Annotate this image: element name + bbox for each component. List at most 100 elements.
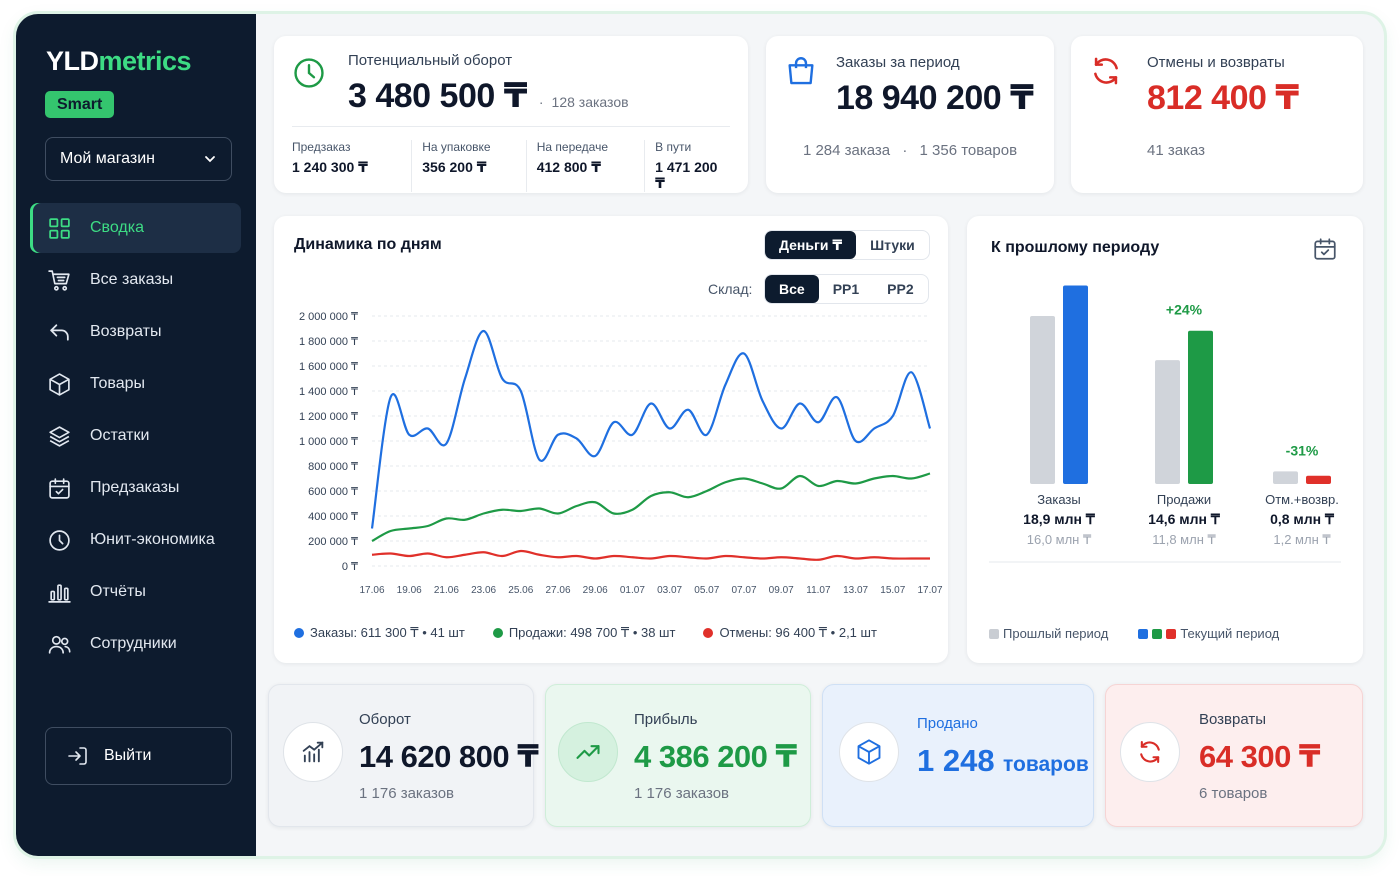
warehouse-pp2[interactable]: РР2 — [887, 281, 914, 297]
cancels-value: 812 400 ₸ — [1147, 79, 1299, 117]
stage-value: 356 200 ₸ — [422, 159, 487, 175]
stage-label: На упаковке — [422, 140, 491, 154]
sidebar-item-label: Товары — [90, 375, 146, 392]
turnover-card: Оборот 14 620 800 ₸ 1 176 заказов — [268, 684, 539, 827]
current-value-label: 18,9 млн ₸ — [1023, 511, 1096, 527]
bar-previous — [1273, 471, 1298, 484]
comparison-legend: Прошлый период Текущий период — [989, 626, 1279, 641]
current-value-label: 14,6 млн ₸ — [1148, 511, 1221, 527]
bar-current — [1306, 475, 1331, 484]
potential-turnover-card: Потенциальный оборот 3 480 500 ₸ · 128 з… — [274, 36, 748, 193]
toggle-units[interactable]: Штуки — [870, 237, 915, 253]
logout-label: Выйти — [104, 747, 152, 764]
x-tick-label: 07.07 — [731, 585, 756, 596]
change-label: -31% — [1286, 442, 1319, 458]
sidebar-item-orders[interactable]: Все заказы — [30, 255, 241, 305]
x-tick-label: 05.07 — [694, 585, 719, 596]
cancels-label: Отмены и возвраты — [1147, 54, 1285, 71]
category-label: Продажи — [1157, 492, 1211, 507]
dashboard-grid-icon — [49, 217, 70, 239]
bar-current — [1063, 285, 1088, 484]
logout-icon — [68, 747, 87, 765]
y-tick-label: 400 000 ₸ — [308, 511, 358, 523]
box-icon — [49, 372, 70, 396]
sidebar-item-label: Отчёты — [90, 583, 146, 600]
sidebar-item-stock[interactable]: Остатки — [30, 411, 241, 461]
orders-period-card: Заказы за период 18 940 200 ₸ 1 284 зака… — [766, 36, 1054, 193]
stage-label: Предзаказ — [292, 140, 351, 154]
sidebar-item-svodka[interactable]: Сводка — [30, 203, 241, 253]
x-tick-label: 11.07 — [806, 585, 831, 596]
warehouse-all[interactable]: Все — [765, 275, 819, 303]
cart-icon — [48, 269, 70, 291]
x-tick-label: 23.06 — [471, 585, 496, 596]
growth-chart-icon — [283, 722, 343, 782]
y-tick-label: 200 000 ₸ — [308, 536, 358, 548]
turnover-sub: 1 176 заказов — [359, 785, 455, 802]
warehouse-pp1[interactable]: РР1 — [832, 281, 860, 297]
sidebar-item-returns[interactable]: Возвраты — [30, 307, 241, 357]
items-count: 1 356 товаров — [919, 142, 1018, 159]
returns-value: 64 300 ₸ — [1199, 739, 1321, 774]
orders-period-label: Заказы за период — [836, 54, 960, 71]
users-icon — [48, 635, 71, 654]
box-icon — [839, 722, 899, 782]
cancels-returns-card: Отмены и возвраты 812 400 ₸ 41 заказ — [1071, 36, 1363, 193]
x-tick-label: 17.06 — [359, 585, 384, 596]
refresh-icon — [1120, 722, 1180, 782]
x-tick-label: 17.07 — [917, 585, 942, 596]
sidebar-item-label: Сотрудники — [90, 635, 177, 652]
app-frame: YLDmetrics Smart Мой магазин Сводка Все … — [16, 14, 1384, 856]
logout-button[interactable]: Выйти — [45, 727, 232, 785]
return-arrow-icon — [50, 323, 69, 341]
series-line-Заказы — [370, 329, 932, 529]
series-line-Продажи — [371, 472, 931, 542]
chart-legend: Заказы: 611 300 ₸ • 41 шт Продажи: 498 7… — [294, 625, 877, 641]
y-tick-label: 800 000 ₸ — [308, 461, 358, 473]
sold-value: 1 248 — [917, 743, 995, 778]
y-tick-label: 1 000 000 ₸ — [299, 436, 358, 448]
stage-value: 1 240 300 ₸ — [292, 159, 368, 175]
shopping-bag-icon — [788, 57, 814, 85]
logo: YLDmetrics — [46, 46, 192, 76]
profit-label: Прибыль — [634, 711, 698, 728]
x-tick-label: 01.07 — [620, 585, 645, 596]
separator-dot: · — [902, 142, 908, 159]
x-tick-label: 29.06 — [583, 585, 608, 596]
profit-sub: 1 176 заказов — [634, 785, 730, 802]
series-line-Отмены — [371, 549, 930, 561]
sidebar-nav: Сводка Все заказы Возвраты Товары Остатк… — [30, 203, 241, 671]
sidebar-item-preorders[interactable]: Предзаказы — [30, 463, 241, 513]
sidebar-item-products[interactable]: Товары — [30, 359, 241, 409]
store-select[interactable]: Мой магазин — [45, 137, 232, 181]
sidebar-item-staff[interactable]: Сотрудники — [30, 619, 241, 669]
x-tick-label: 25.06 — [508, 585, 533, 596]
toggle-money[interactable]: Деньги ₸ — [765, 231, 857, 259]
x-tick-label: 09.07 — [769, 585, 794, 596]
y-tick-label: 1 800 000 ₸ — [299, 336, 358, 348]
y-tick-label: 600 000 ₸ — [308, 486, 358, 498]
legend-cancels: Отмены: 96 400 ₸ • 2,1 шт — [703, 625, 877, 641]
sidebar-item-reports[interactable]: Отчёты — [30, 567, 241, 617]
sidebar-item-label: Остатки — [90, 427, 150, 444]
previous-value-label: 16,0 млн ₸ — [1027, 532, 1092, 547]
calendar-icon[interactable] — [1312, 236, 1338, 262]
comparison-title: К прошлому периоду — [991, 239, 1160, 256]
sidebar-item-label: Возвраты — [90, 323, 162, 340]
previous-value-label: 1,2 млн ₸ — [1273, 532, 1331, 547]
category-label: Заказы — [1037, 492, 1080, 507]
sidebar-item-label: Сводка — [90, 219, 145, 236]
turnover-value: 14 620 800 ₸ — [359, 739, 539, 774]
calendar-check-icon — [49, 477, 70, 499]
sidebar-item-label: Юнит-экономика — [90, 531, 215, 548]
x-tick-label: 19.06 — [397, 585, 422, 596]
sold-unit: товаров — [1003, 753, 1089, 776]
bar-previous — [1030, 316, 1055, 484]
sidebar-item-label: Все заказы — [90, 271, 174, 288]
profit-card: Прибыль 4 386 200 ₸ 1 176 заказов — [545, 684, 811, 827]
chevron-down-icon — [205, 156, 215, 163]
sidebar-item-unit-economics[interactable]: Юнит-экономика — [30, 515, 241, 565]
unit-toggle: Деньги ₸ Штуки — [764, 230, 930, 260]
stage-value: 412 800 ₸ — [536, 159, 601, 175]
stage-value: 1 471 200 ₸ — [655, 159, 718, 191]
